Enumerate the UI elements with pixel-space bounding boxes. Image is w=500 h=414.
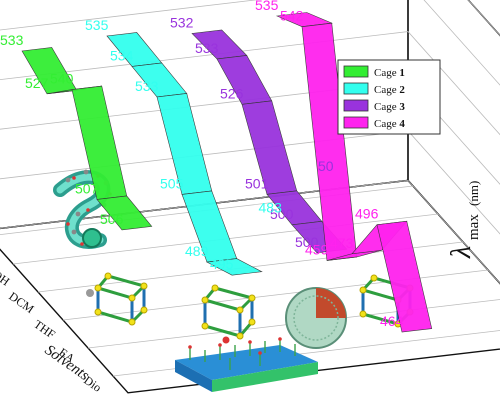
ribbon-segment-cage4-4 <box>376 220 433 333</box>
solvent-label-2: DCM <box>6 289 37 316</box>
data-label-cage3-0: 532 <box>170 14 194 30</box>
data-label-cage1-3: 507 <box>75 180 99 196</box>
data-label-cage4-0: 535 <box>255 0 279 13</box>
data-label-cage4-1: 542 <box>280 8 304 24</box>
cage-molecule-image-1 <box>86 272 148 326</box>
data-label-cage1-0: 533 <box>0 32 24 48</box>
legend: Cage 1 Cage 2 Cage 3 Cage 4 <box>337 59 441 135</box>
z-axis-lambda: λ <box>446 246 477 259</box>
data-label-cage2-4: 489 <box>185 243 209 259</box>
z-axis-unit: (nm) <box>466 181 481 206</box>
ribbon-segment-cage2-4 <box>206 258 263 276</box>
data-label-cage3-5: 500 <box>295 234 319 250</box>
legend-cage-number-4: 4 <box>399 118 405 130</box>
legend-label-cage3: Cage 3 <box>374 101 405 113</box>
grid-line-3 <box>0 31 500 136</box>
data-label-cage4-3: 473 <box>330 235 354 251</box>
solvent-label-1: EtOH <box>0 261 13 289</box>
solvent-label-3: THF <box>31 317 58 342</box>
data-label-cage3-4: 500 <box>270 206 294 222</box>
cage-molecule-image-2 <box>201 284 256 344</box>
data-label-cage3-1: 533 <box>195 40 219 56</box>
data-label-cage2-5: 495 <box>210 256 234 272</box>
data-label-cage4-2: 459 <box>305 241 329 257</box>
right-wall <box>407 0 500 285</box>
data-label-cage1-4: 506 <box>100 211 124 227</box>
surface-film-image <box>175 337 318 392</box>
data-label-cage2-2: 533 <box>135 78 159 94</box>
legend-cage-number-1: 1 <box>399 67 405 79</box>
data-label-cage2-1: 534 <box>110 47 134 63</box>
data-label-cage4-4: 496 <box>355 206 379 222</box>
data-label-cage4-5: 464 <box>380 313 404 329</box>
legend-cage-number-2: 2 <box>399 84 405 96</box>
data-label-cage1-1: 527 <box>25 75 49 91</box>
grid-line-4 <box>0 0 500 86</box>
z-axis-subscript: max <box>466 214 482 240</box>
legend-swatch-cage3 <box>343 99 369 112</box>
ribbon-segment-cage1-3 <box>96 195 153 231</box>
legend-cage-number-3: 3 <box>399 101 405 113</box>
legend-label-cage1: Cage 1 <box>374 67 405 79</box>
data-ribbons <box>21 12 433 333</box>
legend-swatch-cage4 <box>343 116 369 129</box>
data-label-cage2-3: 505 <box>160 175 184 191</box>
data-label-cage3-3: 501 <box>245 175 269 191</box>
data-label-extra-1: 50 <box>318 158 334 174</box>
legend-label-cage2: Cage 2 <box>374 84 405 96</box>
cage-illustrations <box>53 169 414 392</box>
data-label-cage2-0: 535 <box>85 17 109 33</box>
z-axis-title: λ max (nm) <box>446 181 482 259</box>
data-label-extra-0: 483 <box>259 200 283 216</box>
legend-label-cage4: Cage 4 <box>374 118 405 130</box>
nanosphere-image <box>285 287 347 349</box>
data-label-cage1-2: 540 <box>50 71 74 87</box>
legend-swatch-cage1 <box>343 65 369 78</box>
legend-swatch-cage2 <box>343 82 369 95</box>
data-label-cage3-2: 526 <box>220 85 244 101</box>
